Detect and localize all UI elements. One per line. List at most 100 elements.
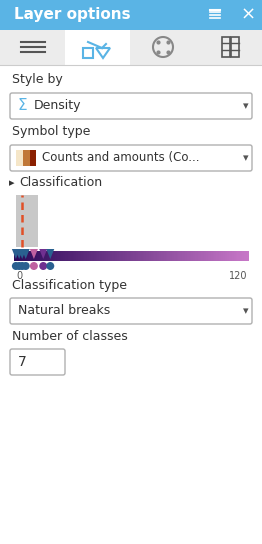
Bar xyxy=(213,251,215,261)
Bar xyxy=(165,251,167,261)
Bar xyxy=(187,251,189,261)
Bar xyxy=(109,251,111,261)
Bar xyxy=(106,251,108,261)
Bar xyxy=(116,251,117,261)
Bar xyxy=(233,251,234,261)
Text: Counts and amounts (Co...: Counts and amounts (Co... xyxy=(42,151,199,164)
Bar xyxy=(182,251,184,261)
Bar xyxy=(167,251,169,261)
Bar xyxy=(131,251,133,261)
Polygon shape xyxy=(30,249,38,259)
Bar xyxy=(205,251,206,261)
Bar xyxy=(231,251,232,261)
Circle shape xyxy=(15,262,23,270)
Bar xyxy=(53,251,54,261)
Bar xyxy=(16,150,23,166)
Bar xyxy=(101,251,102,261)
Bar xyxy=(128,251,129,261)
Text: Classification type: Classification type xyxy=(12,279,127,292)
Text: Density: Density xyxy=(34,100,81,113)
Circle shape xyxy=(30,262,38,270)
Bar xyxy=(150,251,151,261)
Bar xyxy=(37,251,39,261)
Bar xyxy=(21,251,23,261)
Bar xyxy=(104,251,106,261)
Bar xyxy=(141,251,143,261)
Bar xyxy=(216,251,218,261)
Bar xyxy=(243,251,245,261)
Bar xyxy=(156,251,157,261)
Bar xyxy=(199,251,200,261)
Bar xyxy=(35,251,37,261)
Bar xyxy=(31,251,33,261)
Circle shape xyxy=(12,262,20,270)
Bar xyxy=(170,251,171,261)
Bar xyxy=(151,251,152,261)
Bar xyxy=(56,251,58,261)
Bar xyxy=(225,251,226,261)
Bar xyxy=(145,251,147,261)
Bar xyxy=(246,251,247,261)
Bar xyxy=(160,251,162,261)
Bar xyxy=(60,251,61,261)
Bar xyxy=(47,251,48,261)
Bar xyxy=(40,251,41,261)
Bar xyxy=(240,251,242,261)
Bar xyxy=(122,251,123,261)
Bar xyxy=(81,251,82,261)
Text: ▾: ▾ xyxy=(243,306,249,316)
Bar xyxy=(49,251,51,261)
Bar xyxy=(124,251,126,261)
Bar xyxy=(88,251,89,261)
Bar xyxy=(58,251,60,261)
Bar xyxy=(174,251,176,261)
Bar xyxy=(15,251,17,261)
Bar xyxy=(83,48,93,58)
Bar xyxy=(29,251,31,261)
FancyBboxPatch shape xyxy=(10,93,252,119)
Bar xyxy=(214,251,216,261)
Bar xyxy=(30,150,36,166)
Bar xyxy=(103,251,105,261)
Bar xyxy=(26,251,27,261)
Text: ×: × xyxy=(241,6,255,24)
Bar xyxy=(168,251,170,261)
Bar xyxy=(119,251,121,261)
Bar xyxy=(94,251,95,261)
Bar xyxy=(152,251,154,261)
Bar xyxy=(229,251,231,261)
Bar xyxy=(82,251,84,261)
Bar xyxy=(247,251,248,261)
Text: Number of classes: Number of classes xyxy=(12,330,128,343)
Bar xyxy=(78,251,80,261)
Polygon shape xyxy=(12,249,20,259)
Bar xyxy=(209,251,211,261)
Bar xyxy=(74,251,75,261)
Bar xyxy=(235,251,237,261)
Bar xyxy=(83,251,85,261)
Bar xyxy=(41,251,43,261)
Bar xyxy=(211,251,212,261)
Bar xyxy=(55,251,57,261)
FancyBboxPatch shape xyxy=(10,145,252,171)
Bar xyxy=(158,251,160,261)
Bar xyxy=(76,251,78,261)
Bar xyxy=(143,251,144,261)
Bar xyxy=(179,251,181,261)
Bar xyxy=(201,251,203,261)
Bar xyxy=(176,251,177,261)
Bar xyxy=(140,251,142,261)
Bar xyxy=(227,251,229,261)
Circle shape xyxy=(22,262,30,270)
Bar xyxy=(144,251,145,261)
Bar xyxy=(33,251,34,261)
Bar xyxy=(18,251,19,261)
Bar xyxy=(186,251,188,261)
Bar xyxy=(136,251,137,261)
Bar xyxy=(181,251,183,261)
Bar xyxy=(99,251,101,261)
Bar xyxy=(226,251,227,261)
Bar xyxy=(19,251,20,261)
Circle shape xyxy=(18,262,26,270)
Bar xyxy=(110,251,112,261)
